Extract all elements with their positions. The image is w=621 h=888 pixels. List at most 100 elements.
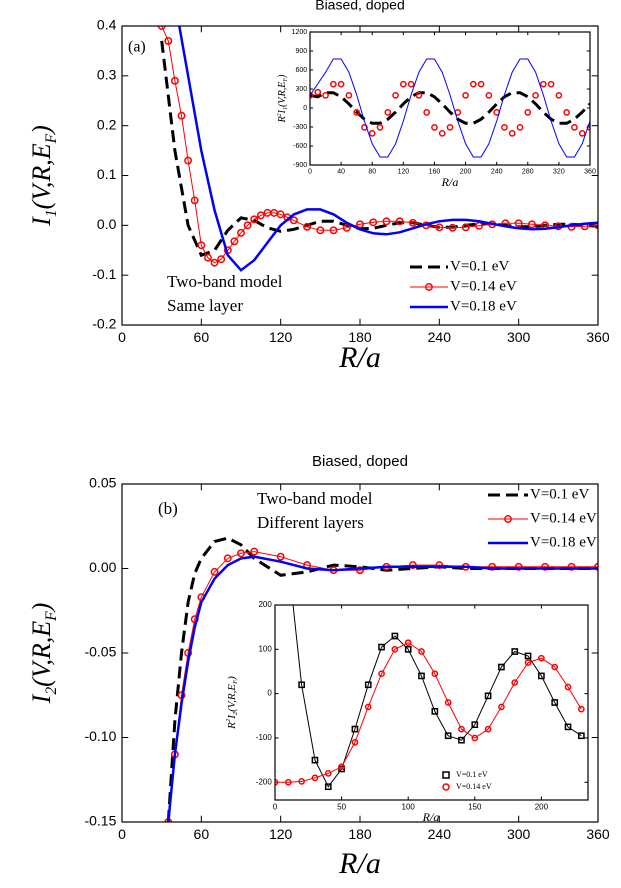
marker <box>256 211 265 220</box>
y-tick-label: 0.2 <box>97 116 117 132</box>
marker <box>210 567 219 576</box>
marker <box>230 237 239 246</box>
marker <box>237 549 245 558</box>
marker <box>475 221 483 230</box>
y-tick-label: -600 <box>293 143 307 150</box>
x-tick-label: 360 <box>584 168 596 175</box>
marker <box>177 111 186 120</box>
data-layer <box>157 26 598 272</box>
marker <box>368 129 376 137</box>
x-axis-label: R/a <box>422 810 440 824</box>
annotation: Same layer <box>167 296 243 315</box>
marker <box>477 80 485 88</box>
y-tick-label: -100 <box>256 733 273 742</box>
marker <box>157 26 166 30</box>
x-tick-label: 0 <box>118 329 126 345</box>
marker <box>311 774 319 782</box>
marker <box>210 258 219 267</box>
x-tick-label: 200 <box>535 803 549 812</box>
series-line <box>167 555 598 822</box>
marker <box>462 91 469 99</box>
marker <box>310 91 314 99</box>
marker <box>577 705 585 713</box>
marker <box>392 91 399 99</box>
x-tick-label: 300 <box>507 826 531 842</box>
data-layer <box>275 605 585 791</box>
x-tick-label: 300 <box>507 329 531 345</box>
legend-label: V=0.1 eV <box>456 770 488 779</box>
y-tick-label: 0.05 <box>89 475 116 491</box>
y-tick-label: 200 <box>258 600 272 609</box>
marker <box>322 91 329 99</box>
marker <box>378 670 385 678</box>
x-tick-label: 360 <box>586 826 610 842</box>
marker <box>404 639 412 647</box>
marker <box>538 672 545 680</box>
marker <box>551 699 559 706</box>
x-tick-label: 160 <box>429 168 441 175</box>
y-axis-label-part: F <box>232 679 239 685</box>
x-tick-label: 360 <box>586 329 610 345</box>
marker <box>369 218 378 227</box>
marker <box>511 679 519 686</box>
marker <box>485 91 493 99</box>
x-tick-label: 320 <box>553 168 565 175</box>
marker <box>353 109 361 116</box>
y-axis-label-part: 2 <box>232 711 239 715</box>
marker <box>391 645 399 653</box>
marker <box>564 723 572 731</box>
y-tick-label: 0.0 <box>97 216 117 232</box>
y-tick-label: 0.4 <box>97 17 117 33</box>
marker <box>382 217 391 226</box>
y-axis-label-part: 1 <box>43 209 60 217</box>
marker <box>458 736 465 744</box>
marker <box>203 253 212 262</box>
x-tick-label: 240 <box>428 826 452 842</box>
y-axis-label-part: 2 <box>43 687 60 695</box>
y-axis-label-part: ) <box>27 603 56 614</box>
y-axis-label-part: (V,R,E <box>226 684 238 712</box>
marker <box>498 703 505 711</box>
y-axis-label-part: 2 <box>277 113 283 116</box>
x-tick-label: 180 <box>348 826 372 842</box>
marker <box>378 643 385 651</box>
data-layer <box>310 58 590 158</box>
marker <box>524 652 532 660</box>
marker <box>284 778 292 786</box>
marker <box>508 129 516 137</box>
panel: 0 50 100 150 200 -200 -100 0 100 200 V=0.1 eV V=0.1… <box>225 600 589 824</box>
y-tick-label: 0.00 <box>89 559 116 575</box>
legend-label: V=0.14 eV <box>456 782 492 791</box>
chart-title: Biased, doped <box>315 0 405 13</box>
marker <box>444 732 452 740</box>
marker <box>469 80 477 88</box>
y-axis-label: R2I2(V,R,EF) <box>225 676 239 730</box>
x-axis-label: R/a <box>338 341 381 374</box>
marker <box>444 699 452 706</box>
marker <box>551 663 559 671</box>
annotation: (a) <box>128 39 146 56</box>
marker <box>190 196 199 205</box>
x-axis-label: R/a <box>338 847 381 880</box>
series-line <box>160 40 598 258</box>
marker <box>384 109 392 116</box>
marker <box>514 219 523 228</box>
marker <box>243 221 252 230</box>
y-axis-label-part: ) <box>277 74 288 79</box>
y-tick-label: -300 <box>293 124 307 131</box>
y-axis-label-part: F <box>43 133 60 144</box>
y-axis-label-part: F <box>43 611 60 622</box>
marker <box>567 562 576 571</box>
marker <box>342 223 351 232</box>
x-tick-label: 150 <box>468 803 482 812</box>
marker <box>356 220 364 229</box>
x-tick-label: 280 <box>522 168 534 175</box>
marker <box>431 708 439 715</box>
plot-frame <box>274 604 589 801</box>
marker <box>356 566 364 575</box>
x-tick-label: 240 <box>428 329 452 345</box>
marker <box>376 124 384 131</box>
y-tick-label: 600 <box>296 67 308 74</box>
x-tick-label: 0 <box>118 826 126 842</box>
series-line <box>292 605 582 788</box>
